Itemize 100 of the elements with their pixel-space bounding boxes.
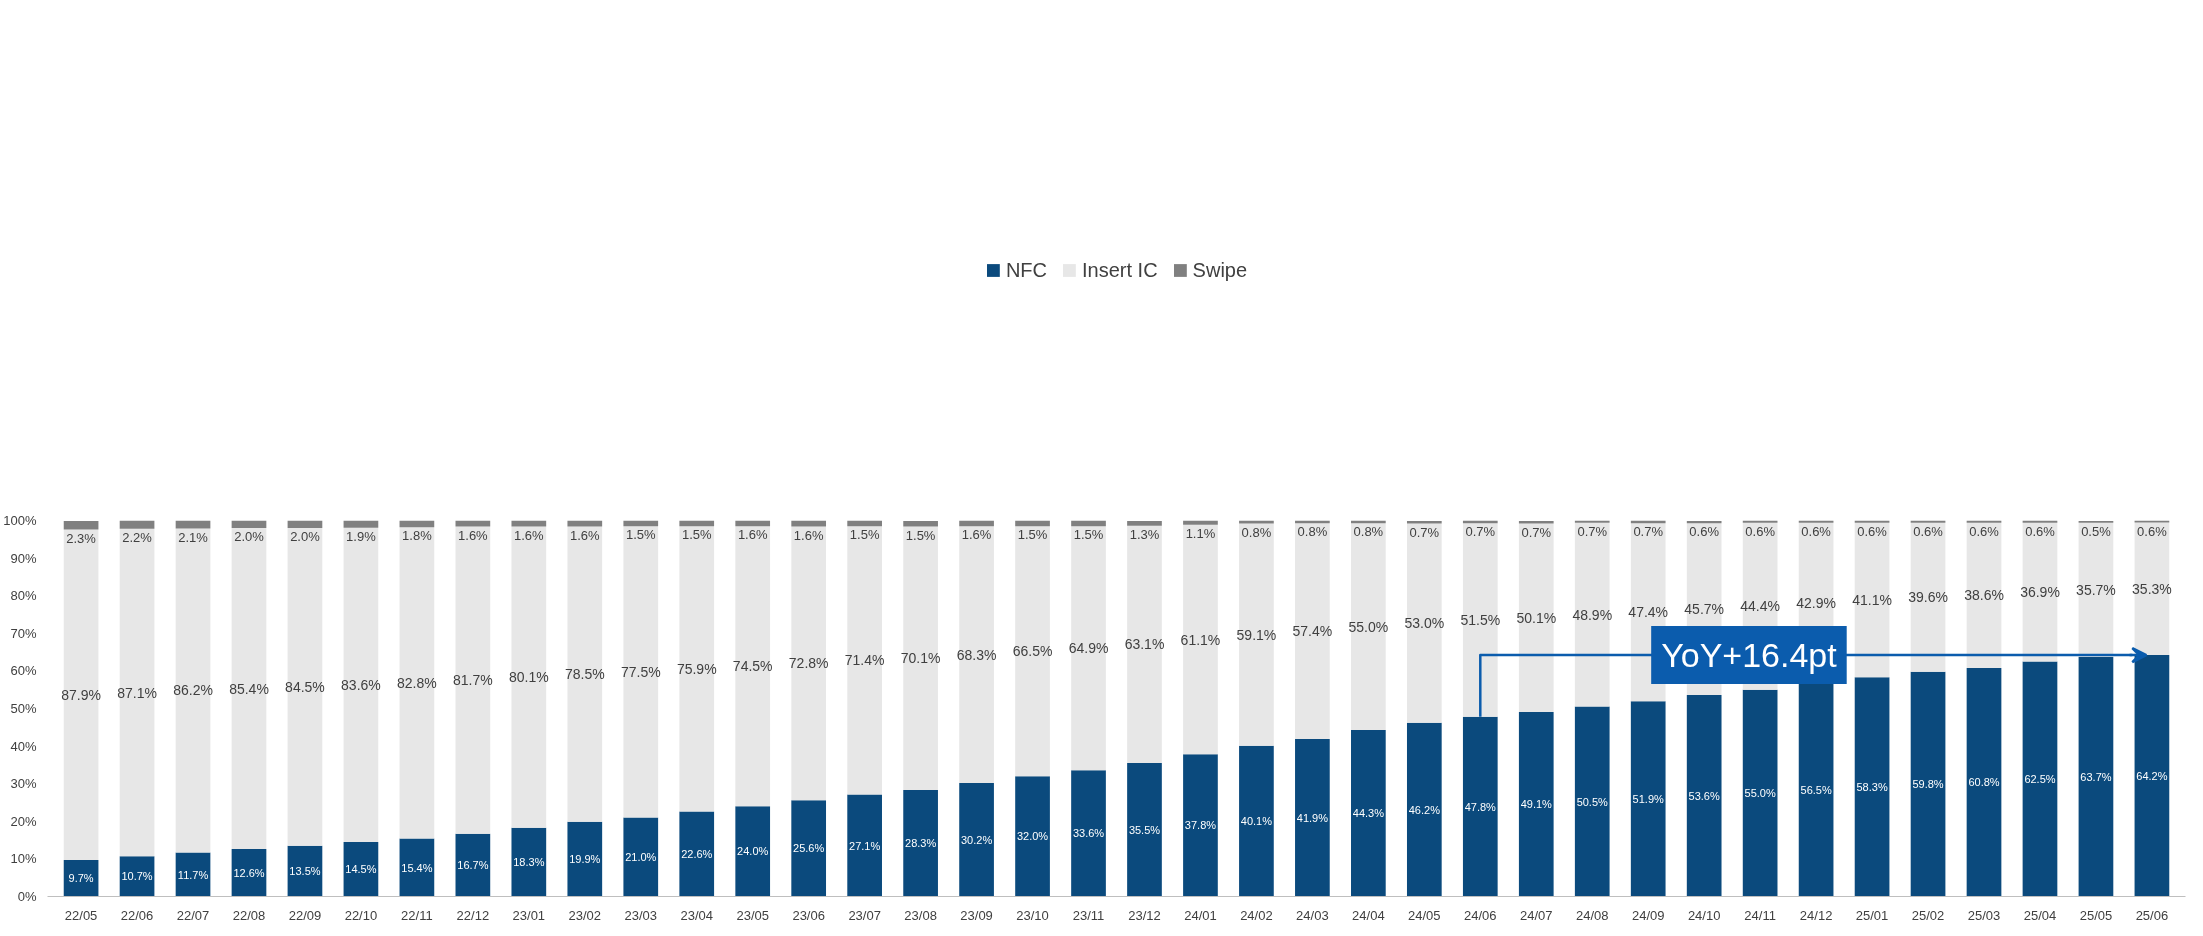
data-label: 0.6% [1857, 523, 1888, 539]
bar [903, 526, 938, 791]
data-label: 1.3% [1129, 526, 1160, 542]
bar [679, 526, 715, 812]
bar [791, 520, 827, 527]
bar [1686, 520, 1722, 524]
data-label: 50.1% [1516, 609, 1557, 626]
bar [791, 526, 827, 801]
bar [1071, 526, 1106, 771]
data-label: 1.6% [961, 527, 992, 543]
y-tick-label: 20% [10, 813, 37, 829]
bar [2078, 656, 2114, 897]
bar [623, 817, 659, 897]
data-label: 0.6% [1969, 523, 2000, 539]
data-label: 24.0% [737, 845, 769, 858]
data-label: 0.6% [1745, 523, 1776, 539]
bar [959, 782, 994, 897]
annotation: YoY+16.4pt [1661, 636, 1838, 675]
bar [399, 838, 435, 897]
data-label: 16.7% [457, 859, 489, 872]
x-tick-label: 25/03 [1967, 907, 2001, 923]
data-label: 35.7% [2076, 581, 2116, 598]
bar [1574, 520, 1610, 523]
bar [2134, 655, 2170, 897]
data-label: 0.6% [2025, 523, 2056, 539]
data-label: 51.9% [1632, 792, 1665, 805]
bar [1630, 701, 1666, 897]
x-tick-label: 23/11 [1072, 907, 1105, 923]
bar [1406, 520, 1442, 524]
y-tick-label: 10% [10, 851, 37, 867]
x-tick-label: 23/05 [736, 907, 769, 923]
bar [1462, 523, 1498, 717]
data-label: 14.5% [345, 863, 377, 876]
bar [1406, 722, 1442, 897]
bar [231, 520, 267, 529]
data-label: 62.5% [2024, 773, 2056, 785]
x-tick-label: 23/02 [568, 907, 602, 923]
y-tick-label: 80% [10, 588, 37, 604]
bar [455, 520, 491, 527]
bar [511, 526, 547, 828]
bar [119, 520, 155, 529]
x-tick-label: 24/02 [1240, 907, 1273, 923]
bar [1518, 520, 1554, 524]
y-tick-label: 100% [3, 513, 37, 528]
bar [287, 520, 323, 529]
x-tick-label: 25/01 [1855, 907, 1889, 923]
x-tick-label: 24/09 [1631, 907, 1665, 923]
data-label: 0.5% [2081, 523, 2112, 539]
data-label: 72.8% [788, 655, 829, 672]
data-label: 56.5% [1800, 784, 1832, 797]
data-label: 0.6% [1801, 523, 1832, 539]
data-label: 0.6% [1689, 524, 1720, 540]
data-label: 81.7% [453, 672, 493, 689]
x-tick-label: 22/10 [344, 907, 378, 923]
legend-label: Insert IC [1082, 258, 1158, 282]
bar [1239, 520, 1274, 524]
y-tick-label: 70% [10, 625, 37, 641]
bar [1127, 520, 1162, 526]
data-label: 85.4% [229, 680, 269, 697]
bar [231, 528, 267, 850]
x-tick-label: 24/11 [1744, 907, 1776, 923]
x-tick-label: 23/09 [960, 907, 993, 923]
data-label: 27.1% [849, 839, 881, 852]
data-label: 1.6% [514, 527, 545, 543]
data-label: 68.3% [956, 646, 997, 663]
data-label: 33.6% [1072, 827, 1105, 840]
y-tick-label: 50% [10, 701, 37, 716]
data-label: 1.6% [793, 527, 824, 543]
x-tick-label: 23/06 [792, 907, 825, 923]
x-tick-label: 24/04 [1352, 907, 1385, 923]
x-tick-label: 24/10 [1687, 907, 1721, 923]
bar [847, 526, 882, 795]
data-label: 78.5% [564, 666, 605, 683]
data-label: 51.5% [1460, 611, 1501, 628]
data-label: 64.9% [1068, 640, 1109, 657]
data-label: 38.6% [1964, 587, 2004, 604]
data-label: 0.8% [1297, 524, 1328, 540]
data-label: 59.1% [1236, 626, 1277, 643]
bar [1798, 684, 1834, 897]
data-label: 41.1% [1852, 592, 1892, 609]
x-tick-label: 22/08 [232, 907, 266, 923]
x-tick-label: 23/01 [512, 907, 546, 923]
bar [1015, 526, 1050, 777]
data-label: 63.1% [1124, 636, 1165, 653]
data-label: 45.7% [1684, 601, 1725, 618]
x-tick-label: 22/12 [456, 907, 490, 923]
data-label: 2.2% [122, 529, 153, 545]
data-label: 10.7% [121, 870, 153, 883]
bar [343, 527, 379, 842]
data-label: 61.1% [1180, 631, 1221, 648]
data-label: 13.5% [289, 865, 321, 878]
data-label: 9.7% [68, 872, 94, 885]
y-tick-label: 40% [10, 738, 37, 754]
bar [1518, 523, 1554, 712]
data-label: 1.5% [1073, 527, 1104, 543]
y-tick-label: 60% [10, 663, 37, 679]
data-label: 44.4% [1740, 598, 1780, 615]
bar [1295, 738, 1330, 897]
bar [1071, 770, 1106, 897]
data-label: 0.8% [1241, 524, 1272, 540]
